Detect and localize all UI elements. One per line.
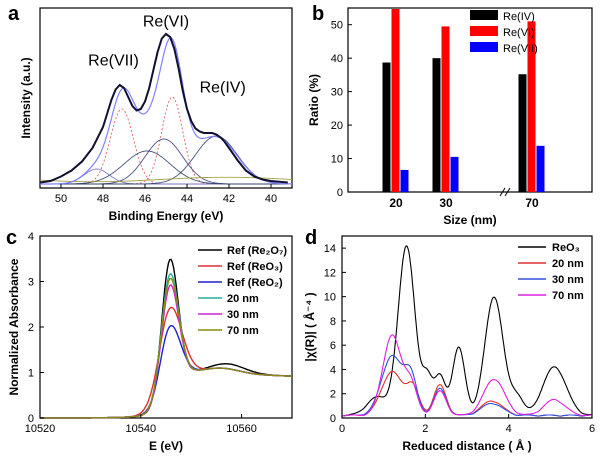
y-tick-label-b: 10 [331,154,343,166]
bar-revii-20 [400,169,409,192]
exafs-curve-0 [341,245,592,417]
x-axis-label-b: Size (nm) [443,213,496,227]
legend-label-d: ReO₃ [552,242,580,254]
panel-label-c: c [6,227,17,249]
y-tick-label-d: 12 [324,267,336,279]
bar-reiv-70 [518,74,527,192]
bar-revii-70 [536,145,545,192]
bar-revii-30 [450,156,459,192]
y-tick-label-c: 1 [28,368,34,380]
xanes-curve-1 [40,306,292,419]
peak-annotation: Re(IV) [200,80,246,97]
plot-frame-d [341,235,593,419]
x-tick-label-d: 6 [589,423,595,435]
x-tick-label-b: 70 [525,196,539,210]
legend-label-d: 30 nm [552,274,584,286]
axis-break-mark [499,187,506,197]
fit-envelope [40,37,292,185]
y-tick-label-b: 50 [331,20,343,32]
panel-b-bar-chart: 0 10 20 30 40 50 20 30 70 Size (nm) Ratio (%) Re(IV… [307,7,593,227]
x-axis-label-a: Binding Energy (eV) [109,209,224,223]
x-tick-label-a: 42 [223,193,235,205]
x-tick-label-a: 48 [97,193,109,205]
fit-component-1 [40,96,292,185]
y-tick-label-c: 2 [28,322,34,334]
x-tick-label-c: 10560 [226,423,257,435]
panel-a-xps: 50 48 46 44 42 40 Binding Energy (eV) Intensity… [19,7,293,223]
x-tick-label-c: 10540 [126,423,157,435]
x-axis-label-d: Reduced distance ( Å ) [402,438,531,453]
panel-label-b: b [312,3,324,25]
legend-swatch-b [470,42,498,52]
x-tick-label-a: 50 [55,193,67,205]
legend-label-c: Ref (Re₂O₇) [227,245,287,257]
exafs-curve-2 [341,354,592,417]
panel-label-a: a [8,3,20,25]
legend-swatch-b [470,26,498,36]
y-axis-label-a: Intensity (a.u.) [19,57,33,138]
plot-frame-a [39,7,293,189]
bar-revi-70 [527,21,536,192]
legend-label-b: Re(IV) [503,11,535,23]
legend-label-d: 70 nm [552,290,584,302]
peak-annotation: Re(VI) [143,14,189,31]
plot-frame-b [347,7,593,193]
legend-label-c: Ref (ReO₂) [227,277,283,289]
x-tick-label-a: 40 [265,193,277,205]
legend-label-c: 30 nm [227,309,259,321]
y-tick-label-b: 40 [331,53,343,65]
x-tick-label-d: 2 [422,423,428,435]
panel-d-exafs: 0 2 4 6 0 2 4 6 8 10 12 14 Reduced distance ( Å ) |χ(… [302,235,595,453]
y-tick-label-c: 0 [28,413,34,425]
legend-label-c: 20 nm [227,293,259,305]
fit-component-4 [40,150,292,185]
x-tick-label-d: 0 [339,423,345,435]
legend-label-d: 20 nm [552,258,584,270]
y-tick-label-d: 8 [330,316,336,328]
exafs-curve-1 [341,370,592,417]
x-tick-label-a: 46 [139,193,151,205]
bar-revi-20 [391,9,400,193]
axis-break-mark [504,187,511,197]
x-tick-label-b: 20 [389,196,403,210]
legend-label-c: 70 nm [227,325,259,337]
y-axis-label-d: |χ(R)| ( Å⁻⁴ ) [302,292,317,361]
x-tick-label-b: 30 [439,196,453,210]
y-axis-label-b: Ratio (%) [307,74,321,126]
y-tick-label-d: 6 [330,340,336,352]
y-tick-label-d: 2 [330,389,336,401]
y-tick-label-c: 3 [28,277,34,289]
fit-component-6 [39,176,293,183]
bar-reiv-30 [432,58,441,192]
experimental-curve [39,32,288,184]
y-tick-label-d: 0 [330,413,336,425]
x-tick-label-a: 44 [181,193,193,205]
legend-swatch-b [470,10,498,20]
y-tick-label-b: 30 [331,87,343,99]
x-tick-label-c: 10520 [25,423,56,435]
y-tick-label-d: 10 [324,292,336,304]
peak-annotation: Re(VII) [88,53,139,70]
x-tick-label-d: 4 [506,423,512,435]
legend-label-c: Ref (ReO₃) [227,261,283,273]
xanes-curve-5 [40,277,292,419]
panel-c-xanes: 10520 10540 10560 0 1 2 3 4 E (eV) Normalized Abs… [7,231,293,453]
y-tick-label-d: 4 [330,364,336,376]
y-axis-label-c: Normalized Absorbance [7,258,21,395]
bar-revi-30 [441,26,450,193]
bar-reiv-20 [382,62,391,192]
exafs-curve-3 [341,334,592,417]
y-tick-label-d: 14 [324,243,336,255]
panel-label-d: d [305,227,317,249]
y-tick-label-c: 4 [28,231,34,243]
y-tick-label-b: 0 [337,187,343,199]
x-axis-label-c: E (eV) [149,439,183,453]
fit-component-0 [40,108,292,185]
y-tick-label-b: 20 [331,120,343,132]
legend-label-b: Re(VII) [503,43,538,55]
legend-label-b: Re(VI) [503,27,535,39]
